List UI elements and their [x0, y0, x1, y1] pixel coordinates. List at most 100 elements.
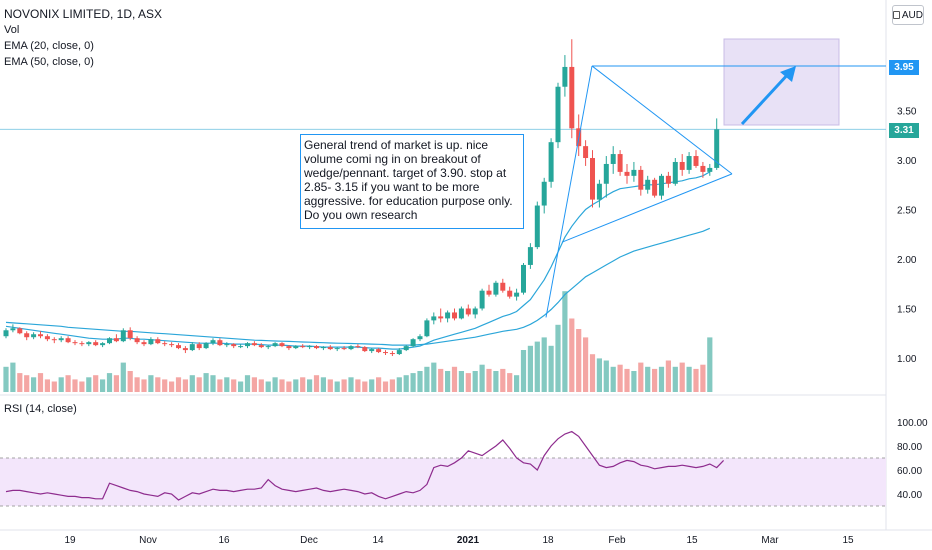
annotation-note[interactable]: General trend of market is up. nice volu… [300, 134, 524, 229]
volume-bar [355, 379, 361, 392]
candle-body [300, 346, 306, 348]
candle-body [79, 343, 85, 345]
time-tick-label: Mar [761, 535, 779, 546]
volume-bar [527, 345, 533, 392]
candle-body [472, 308, 478, 315]
volume-bar [658, 366, 665, 392]
volume-bar [127, 371, 133, 392]
volume-bar [3, 366, 9, 392]
candle-body [479, 290, 485, 309]
candle-body [500, 282, 506, 291]
wedge-upper-line [591, 65, 733, 175]
volume-bar [693, 368, 699, 392]
volume-bar [203, 373, 209, 392]
volume-bar [169, 381, 175, 392]
legend-ema50[interactable]: EMA (50, close, 0) [4, 56, 94, 68]
candle-body [307, 346, 313, 348]
candle-body [555, 86, 561, 143]
rsi-label[interactable]: RSI (14, close) [4, 403, 77, 415]
candle-body [458, 308, 464, 319]
candle-body [534, 205, 540, 248]
candle-body [341, 348, 347, 350]
time-tick-label: 18 [542, 535, 554, 546]
volume-bar [403, 375, 409, 392]
candle-body [286, 346, 292, 349]
candle-body [327, 347, 333, 350]
volume-bar [141, 379, 147, 392]
volume-bar [293, 379, 299, 392]
candle-body [369, 349, 375, 352]
candle-body [376, 349, 382, 353]
price-tick-label: 1.00 [897, 354, 917, 365]
volume-bar [258, 379, 264, 392]
volume-bar [224, 377, 230, 392]
volume-bar [569, 318, 575, 392]
candle-body [251, 343, 257, 346]
time-tick-label: 19 [64, 535, 76, 546]
candle-body [320, 347, 326, 349]
legend-ema20[interactable]: EMA (20, close, 0) [4, 40, 94, 52]
lock-icon [893, 11, 900, 19]
legend-volume[interactable]: Vol [4, 24, 20, 36]
volume-bar [37, 373, 44, 392]
wedge-lower-line [561, 173, 733, 243]
volume-bar [507, 373, 513, 392]
candle-body [590, 158, 595, 200]
candle-body [31, 334, 37, 338]
candle-body [265, 346, 271, 348]
volume-bar [10, 362, 16, 392]
last-price-tag: 3.31 [889, 123, 919, 138]
candle-body [493, 282, 499, 295]
candle-body [217, 340, 223, 346]
candle-body [438, 316, 444, 319]
candle-body [348, 346, 354, 350]
candle-body [169, 344, 175, 346]
candle-body [51, 339, 57, 341]
rsi-tick-label: 60.00 [897, 466, 922, 477]
volume-bar [603, 360, 609, 392]
volume-bar [113, 375, 119, 392]
candle-body [10, 328, 16, 331]
candle-body [569, 66, 575, 129]
volume-bar [534, 341, 540, 392]
volume-bar [134, 377, 140, 392]
volume-bar [500, 368, 506, 392]
candle-body [17, 328, 23, 334]
candle-body [583, 146, 589, 159]
volume-bar [313, 375, 320, 392]
volume-bar [93, 375, 99, 392]
candle-body [465, 308, 471, 315]
candle-body [548, 142, 554, 182]
time-tick-label: Feb [608, 535, 626, 546]
candle-body [189, 344, 195, 351]
volume-bar [148, 375, 154, 392]
time-tick-label: 16 [218, 535, 230, 546]
candle-body [396, 350, 402, 355]
volume-bar [520, 350, 527, 392]
price-tick-label: 3.50 [897, 107, 917, 118]
volume-bar [610, 366, 616, 392]
candle-body [617, 154, 623, 172]
currency-button[interactable]: AUD [892, 5, 924, 25]
candle-body [383, 352, 388, 354]
candle-body [562, 66, 568, 87]
time-tick-label: 15 [842, 535, 854, 546]
volume-bar [100, 379, 106, 392]
volume-bar [300, 377, 306, 392]
time-tick-label: 15 [686, 535, 698, 546]
volume-bar [445, 371, 451, 392]
volume-bar [65, 375, 71, 392]
candle-body [707, 167, 713, 172]
target-price-tag: 3.95 [889, 60, 919, 75]
candle-body [665, 175, 671, 184]
volume-bar [424, 366, 430, 392]
volume-bar [320, 377, 326, 392]
volume-bar [238, 381, 244, 392]
candle-body [196, 344, 202, 349]
candle-body [424, 320, 430, 337]
volume-bar [652, 368, 658, 392]
volume-bar [707, 337, 713, 392]
volume-bar [58, 377, 64, 392]
volume-bar [334, 381, 340, 392]
time-tick-label: Dec [300, 535, 318, 546]
